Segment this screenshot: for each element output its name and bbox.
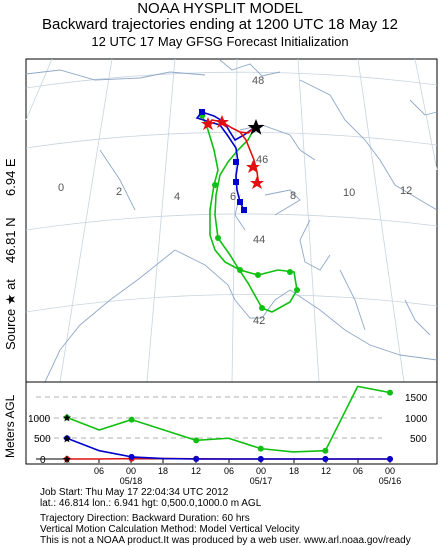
y-tick-left-500: 500 (34, 434, 51, 445)
time-label-7: 18 (289, 466, 299, 476)
time-label-3: 18 (158, 466, 168, 476)
height-point-green (387, 389, 393, 396)
y-tick-right-1500: 1500 (405, 393, 428, 404)
lat-label-44: 44 (253, 234, 265, 246)
grid-labels: 0 2 4 6 8 10 12 48 46 44 42 (58, 75, 412, 327)
time-label-5: 06 (224, 466, 234, 476)
height-start-star-icon: ★ (62, 433, 72, 445)
map-frame (25, 58, 438, 383)
footer-job-start: Job Start: Thu May 17 22:04:34 UTC 2012 (40, 487, 229, 498)
lat-label-48: 48 (252, 75, 264, 87)
height-point-green (128, 416, 135, 423)
date-label-0517: 05/17 (250, 476, 273, 486)
lon-label-0: 0 (58, 182, 64, 194)
title-model: NOAA HYSPLIT MODEL (137, 0, 303, 17)
height-line-green (66, 385, 391, 453)
lat-label-42: 42 (253, 315, 265, 327)
height-point-blue (387, 456, 393, 462)
height-tick-labels: 1000 500 0 1500 1000 500 (28, 393, 428, 466)
source-star-icon (247, 119, 265, 135)
title-trajectory: Backward trajectories ending at 1200 UTC… (41, 16, 398, 33)
height-point-green (64, 414, 70, 421)
lat-lon-grid (25, 58, 438, 383)
lon-label-4: 4 (174, 191, 180, 203)
time-label-9: 06 (353, 466, 363, 476)
vertical-panel: 1000 500 0 1500 1000 500 Meters AGL 06 0… (3, 381, 438, 486)
title-forecast: 12 UTC 17 May GFSG Forecast Initializati… (91, 34, 349, 49)
lon-label-10: 10 (343, 187, 355, 199)
time-label-10: 00 (385, 466, 395, 476)
lon-label-6: 6 (230, 191, 236, 203)
vertical-frame (25, 381, 438, 465)
height-point-blue (322, 456, 329, 462)
coastlines (25, 59, 438, 383)
time-label-4: 12 (191, 466, 201, 476)
lon-label-8: 8 (290, 190, 296, 202)
time-label-6: 00 (256, 466, 266, 476)
time-label-8: 12 (321, 466, 331, 476)
height-line-blue (66, 437, 390, 460)
height-point-red (64, 456, 70, 462)
y-tick-left-0: 0 (40, 455, 46, 466)
date-label-0518: 05/18 (120, 476, 143, 486)
y-tick-right-500: 500 (410, 434, 427, 445)
height-point-blue (128, 453, 135, 460)
vertical-axis-title: Meters AGL (3, 394, 17, 458)
footer-direction: Trajectory Direction: Backward Duration:… (40, 513, 250, 524)
height-profile-series: ★ ★ ★ (62, 385, 393, 466)
footer-method: Vertical Motion Calculation Method: Mode… (40, 524, 300, 535)
height-gridlines (36, 396, 382, 439)
y-tick-right-1000: 1000 (405, 414, 428, 425)
height-point-green (322, 447, 329, 454)
height-start-star-icon: ★ (62, 413, 72, 425)
time-tick-labels: 06 00 18 12 06 00 18 12 06 00 05/18 05/1… (94, 466, 401, 486)
height-point-blue (64, 435, 70, 442)
trajectory-red (201, 115, 264, 189)
map-panel: 0 2 4 6 8 10 12 48 46 44 42 (25, 58, 438, 383)
footer-coordinates: lat.: 46.814 lon.: 6.941 hgt: 0,500.0,10… (40, 498, 262, 509)
height-point-green (193, 437, 200, 444)
height-point-green (257, 445, 264, 452)
footer-disclaimer: This is not a NOAA product.It was produc… (40, 535, 411, 546)
date-label-0516: 05/16 (379, 476, 402, 486)
lat-label-46: 46 (256, 154, 268, 166)
time-label-2: 00 (126, 466, 136, 476)
height-start-star-icon: ★ (62, 454, 72, 466)
y-tick-left-1000: 1000 (28, 414, 51, 425)
lon-label-2: 2 (116, 186, 122, 198)
lon-label-12: 12 (400, 185, 412, 197)
height-point-blue (257, 456, 264, 462)
height-point-blue (193, 456, 200, 462)
trajectory-green (198, 111, 300, 313)
time-label-1: 06 (94, 466, 104, 476)
